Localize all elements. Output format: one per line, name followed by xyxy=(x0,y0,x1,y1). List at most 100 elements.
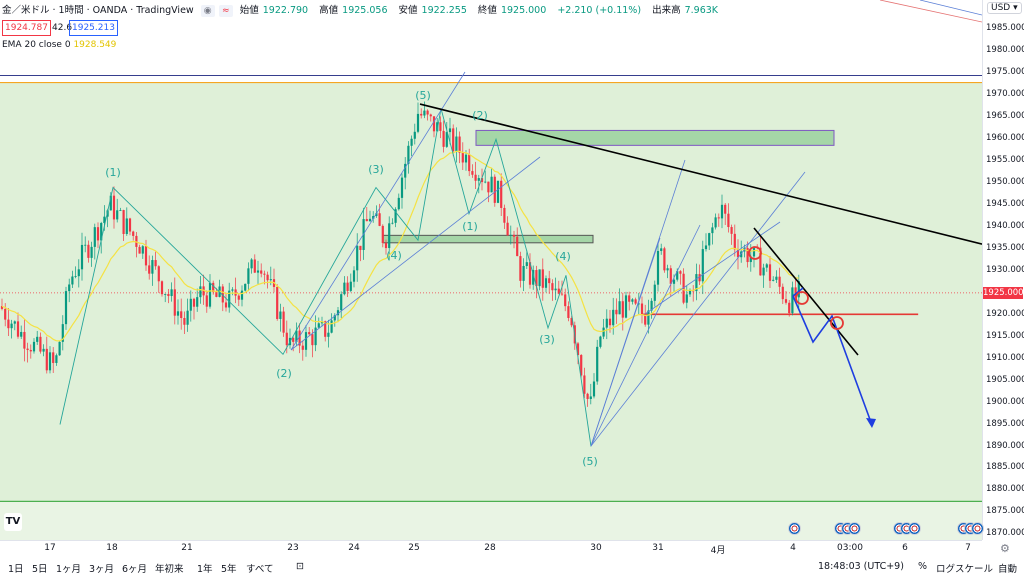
date-range-icon[interactable]: ⊡ xyxy=(296,561,304,572)
candle-body xyxy=(317,323,320,328)
candle-body xyxy=(522,265,525,281)
chart-header: 金／米ドル · 1時間 · OANDA · TradingView ◉ ≈ 始値 1… xyxy=(2,2,726,17)
price-axis[interactable] xyxy=(982,0,1024,540)
candle-body xyxy=(154,260,157,267)
wave-label: (2) xyxy=(276,367,292,380)
candle-body xyxy=(208,282,212,307)
fan-line-5 xyxy=(590,224,701,447)
candle-body xyxy=(407,145,410,164)
candle-body xyxy=(327,332,330,337)
tradingview-logo-icon[interactable]: TV xyxy=(4,513,22,531)
candle-body xyxy=(781,286,784,300)
ema20-line xyxy=(1,150,799,342)
price-tick: 1915.000 xyxy=(986,330,1024,341)
range-1y[interactable]: 1年 xyxy=(197,564,213,575)
symbol-title[interactable]: 金／米ドル · 1時間 · OANDA · TradingView xyxy=(2,5,194,16)
candle-body xyxy=(740,251,743,258)
candle-body xyxy=(16,321,20,337)
candle-body xyxy=(525,262,528,266)
price-tick: 1985.000 xyxy=(986,23,1024,34)
range-5y[interactable]: 5年 xyxy=(221,564,237,575)
time-axis[interactable] xyxy=(0,540,982,559)
ask-price-button[interactable]: 1925.213 xyxy=(69,20,118,36)
candle-body xyxy=(487,181,490,193)
candle-body xyxy=(532,270,535,285)
candle-body xyxy=(298,330,301,346)
percent-toggle[interactable]: % xyxy=(918,561,928,572)
candle-body xyxy=(10,323,13,329)
candle-body xyxy=(429,114,432,117)
range-1d[interactable]: 1日 xyxy=(8,564,24,575)
ema-legend[interactable]: EMA 20 close 0 1928.549 xyxy=(2,40,116,50)
candle-body xyxy=(413,131,416,139)
alert-icon[interactable]: ≈ xyxy=(218,5,233,17)
candle-body xyxy=(250,259,253,269)
range-5d[interactable]: 5日 xyxy=(32,564,48,575)
us-flag-icon[interactable] xyxy=(848,522,861,535)
candle-body xyxy=(759,247,762,276)
candle-body xyxy=(240,290,244,300)
candle-body xyxy=(282,311,285,333)
candle-body xyxy=(512,234,516,237)
candle-body xyxy=(666,268,669,271)
candle-body xyxy=(634,299,637,304)
range-ytd[interactable]: 年初来 xyxy=(155,564,184,575)
gear-icon[interactable]: ⚙ xyxy=(1000,542,1010,555)
candle-body xyxy=(228,290,231,308)
range-1m[interactable]: 1ヶ月 xyxy=(56,564,82,575)
candle-body xyxy=(388,223,391,249)
range-all[interactable]: すべて xyxy=(246,564,274,575)
candle-body xyxy=(676,271,679,280)
chart-area[interactable]: (1) (2) (3) (4) (5) (2) (1) (4) (3) (5) xyxy=(0,0,982,540)
candle-body xyxy=(496,180,500,203)
candle-body xyxy=(4,308,7,320)
price-chart[interactable]: (1) (2) (3) (4) (5) (2) (1) (4) (3) (5) xyxy=(0,0,982,540)
time-tick: 21 xyxy=(181,543,193,553)
log-scale-toggle[interactable]: ログスケール xyxy=(936,564,994,575)
candle-body xyxy=(551,283,554,291)
candle-body xyxy=(442,130,445,147)
candle-body xyxy=(493,176,496,203)
candle-body xyxy=(368,218,372,222)
candle-body xyxy=(96,227,100,241)
bid-price-button[interactable]: 1924.787 xyxy=(2,20,51,36)
price-tick: 1950.000 xyxy=(986,177,1024,188)
candle-body xyxy=(343,282,346,295)
candle-body xyxy=(797,281,800,298)
candle-body xyxy=(644,314,647,325)
candle-body xyxy=(279,311,282,319)
price-tick: 1965.000 xyxy=(986,111,1024,122)
currency-selector[interactable]: USD ▾ xyxy=(987,2,1022,14)
fan-line-3 xyxy=(590,171,806,447)
price-tick: 1975.000 xyxy=(986,67,1024,78)
candle-body xyxy=(480,178,484,183)
candle-body xyxy=(560,293,564,295)
range-3m[interactable]: 3ヶ月 xyxy=(89,564,115,575)
candle-body xyxy=(458,136,461,153)
candle-body xyxy=(650,300,653,311)
time-tick: 31 xyxy=(652,543,664,553)
candle-body xyxy=(160,281,164,295)
us-flag-icon[interactable] xyxy=(788,522,801,535)
candle-body xyxy=(535,270,538,287)
candle-body xyxy=(445,132,448,147)
ema-label: EMA 20 close 0 xyxy=(2,40,71,50)
us-flag-icon[interactable] xyxy=(908,522,921,535)
candle-body xyxy=(359,245,362,250)
auto-scale-toggle[interactable]: 自動 xyxy=(998,564,1018,575)
candle-body xyxy=(52,352,55,363)
candle-body xyxy=(256,270,260,273)
range-6m[interactable]: 6ヶ月 xyxy=(122,564,148,575)
clock-time[interactable]: 18:48:03 (UTC+9) xyxy=(818,561,904,572)
price-tick: 1885.000 xyxy=(986,462,1024,473)
eye-icon[interactable]: ◉ xyxy=(200,5,215,17)
time-tick: 03:00 xyxy=(837,543,863,553)
candle-body xyxy=(308,332,311,335)
candle-body xyxy=(23,331,26,349)
candle-body xyxy=(48,352,52,371)
candle-body xyxy=(61,324,64,342)
us-flag-icon[interactable] xyxy=(971,522,984,535)
wave-label: (4) xyxy=(555,250,571,263)
price-tick: 1880.000 xyxy=(986,484,1024,495)
projection-arrow-0 xyxy=(792,295,873,426)
